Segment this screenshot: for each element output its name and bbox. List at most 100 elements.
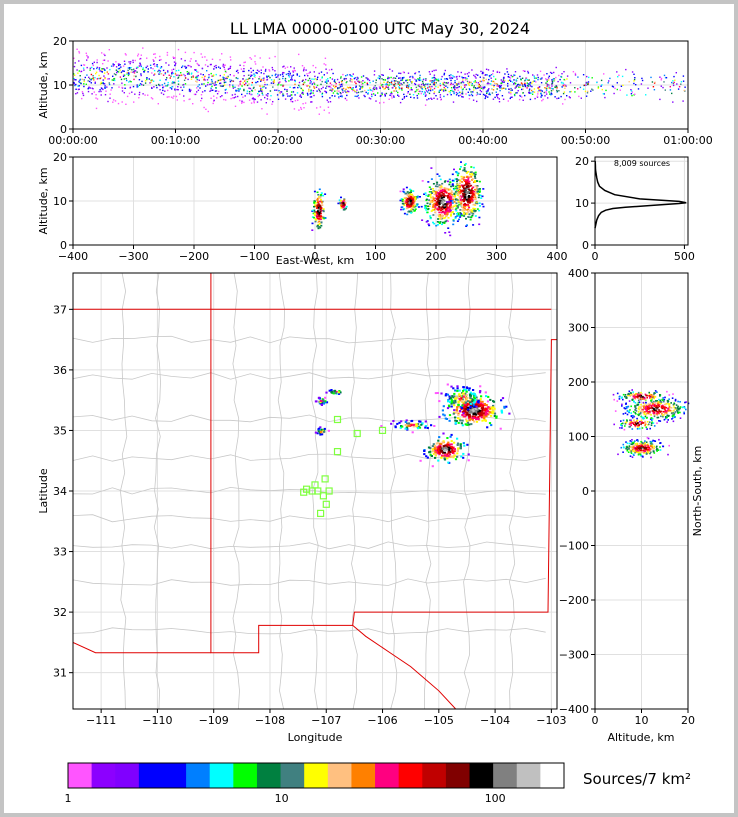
time-panel-source (316, 78, 318, 80)
map-source (492, 400, 495, 403)
time-panel-source (334, 86, 336, 89)
ns-panel-source (638, 420, 641, 423)
time-panel-source (270, 79, 273, 81)
time-panel-source (409, 79, 411, 81)
ew-panel-source (463, 179, 466, 182)
ew-panel-source (318, 197, 321, 199)
ew-panel-source (460, 184, 463, 187)
time-panel-source (442, 82, 444, 84)
time-panel-source (433, 76, 435, 79)
ew-panel-source (447, 202, 450, 204)
map-source (462, 412, 465, 415)
time-panel-source (164, 90, 166, 92)
time-panel-source (433, 74, 436, 76)
time-panel-source (542, 98, 544, 101)
time-panel-source (381, 93, 383, 96)
ew-panel-source (468, 195, 471, 198)
time-panel-source (551, 85, 553, 87)
ew-panel-source (314, 202, 317, 204)
time-panel-source (528, 79, 530, 81)
ew-panel-source (446, 203, 449, 206)
ew-panel-source (319, 207, 322, 210)
time-panel-source (180, 58, 183, 60)
time-panel-source (115, 61, 117, 63)
ew-panel-source (445, 205, 448, 207)
ew-panel-source (456, 183, 459, 186)
ew-panel-source (405, 199, 408, 202)
time-panel-source (411, 89, 413, 91)
time-panel-source (355, 86, 357, 88)
map-source (451, 395, 454, 398)
time-panel-source (230, 97, 232, 100)
ns-panel-source (668, 403, 670, 405)
ns-panel-source (636, 448, 638, 451)
time-panel-source (139, 83, 141, 86)
map-source (423, 450, 426, 452)
ew-panel-source (470, 212, 473, 214)
ew-panel-source (321, 217, 324, 220)
time-panel-source (336, 78, 339, 81)
time-panel-source (479, 85, 481, 87)
ew-panel-source (451, 202, 454, 204)
time-panel-source (346, 99, 348, 101)
ns-panel-source (649, 413, 651, 415)
time-panel-source (428, 98, 430, 100)
time-panel-source (305, 69, 307, 71)
time-panel-source (101, 69, 103, 71)
time-panel-source (351, 88, 353, 90)
ew-panel-source (425, 221, 428, 223)
ew-panel-source (439, 221, 442, 223)
time-panel-source (498, 85, 501, 87)
ew-panel-source (411, 197, 414, 200)
time-panel-source (416, 97, 419, 99)
map-source (324, 400, 327, 403)
time-panel-source (87, 57, 89, 59)
time-panel-source (243, 65, 245, 67)
ew-panel-source (438, 184, 441, 186)
ns-panel-source (630, 443, 633, 445)
time-panel-source (126, 72, 128, 74)
map-source (437, 439, 440, 442)
ew-panel-source (444, 191, 447, 193)
map-source (483, 409, 486, 412)
ew-panel-source (320, 221, 323, 224)
ew-panel-source (473, 209, 476, 211)
ns-panel-source (649, 410, 651, 413)
time-panel-source (485, 96, 487, 98)
time-panel-source (384, 83, 387, 86)
ns-panel-source (643, 417, 645, 420)
time-panel-source (435, 95, 437, 97)
time-panel-source (272, 101, 274, 103)
time-panel-source (398, 77, 400, 79)
time-panel-source (462, 77, 464, 79)
time-panel-source (410, 87, 412, 89)
time-panel-source (498, 101, 501, 103)
time-panel-source (109, 93, 111, 95)
map-source (464, 401, 467, 404)
time-panel-source (549, 87, 551, 89)
ew-panel-source (456, 194, 459, 196)
ew-panel-source (408, 202, 411, 205)
time-panel-source (223, 81, 226, 84)
map-source (446, 453, 449, 456)
time-panel-source (671, 92, 673, 95)
time-panel-source (271, 74, 273, 77)
time-panel-source (171, 86, 173, 88)
ew-panel-source (410, 202, 413, 205)
time-panel-source (108, 83, 111, 86)
time-panel-source (393, 85, 396, 87)
time-panel-source (294, 100, 297, 102)
time-panel-source (519, 75, 521, 78)
ew-panel-source (427, 208, 430, 210)
time-panel-source (256, 101, 259, 103)
ns-panel-source (674, 398, 677, 401)
time-panel-source (491, 88, 493, 90)
time-panel-source (82, 92, 84, 95)
ew-panel-source (324, 193, 327, 195)
time-panel-source (449, 92, 451, 94)
map-source (465, 396, 468, 399)
time-panel-source (216, 97, 218, 99)
time-panel-source (133, 78, 135, 81)
map-source (446, 393, 449, 396)
time-panel-source (388, 77, 390, 79)
